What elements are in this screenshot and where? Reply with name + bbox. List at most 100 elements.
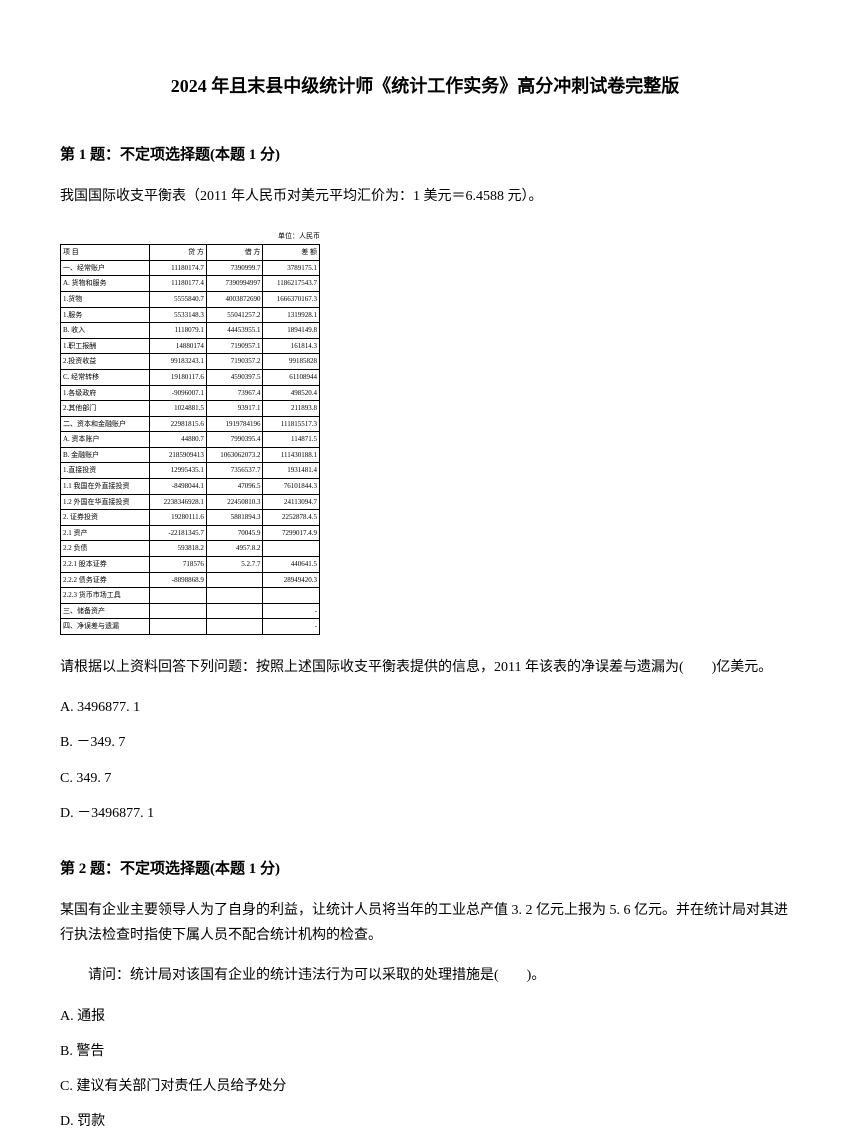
table-cell: 1666370167.3 (263, 291, 320, 307)
q1-option-d: D. －3496877. 1 (60, 801, 790, 826)
table-cell: 718576 (150, 557, 207, 573)
q1-table-container: 单位：人民币 项 目贷 方借 方差 额一、经常账户11180174.773909… (60, 230, 790, 635)
table-cell: 1919784196 (206, 416, 263, 432)
table-cell (263, 588, 320, 604)
table-cell: 5555840.7 (150, 291, 207, 307)
table-cell: 93917.1 (206, 401, 263, 417)
table-cell (206, 603, 263, 619)
table-cell (150, 588, 207, 604)
table-cell: C. 经常转移 (61, 369, 150, 385)
table-cell: 7299017.4.9 (263, 525, 320, 541)
table-cell: -8498044.1 (150, 479, 207, 495)
table-cell: 1.2 外国在华直接投资 (61, 494, 150, 510)
table-cell: 1024881.5 (150, 401, 207, 417)
q2-text1: 某国有企业主要领导人为了自身的利益，让统计人员将当年的工业总产值 3. 2 亿元… (60, 898, 790, 948)
table-cell: 111430188.1 (263, 447, 320, 463)
q2-header: 第 2 题：不定项选择题(本题 1 分) (60, 856, 790, 883)
table-cell: 114871.5 (263, 432, 320, 448)
table-cell (206, 588, 263, 604)
table-cell: 1931481.4 (263, 463, 320, 479)
table-cell: 1.直接投资 (61, 463, 150, 479)
table-cell: 借 方 (206, 245, 263, 261)
table-cell: 111815517.3 (263, 416, 320, 432)
table-cell: 1186217543.7 (263, 276, 320, 292)
table-cell (206, 619, 263, 635)
q1-option-b: B. －349. 7 (60, 730, 790, 755)
table-cell: 2.2 负债 (61, 541, 150, 557)
table-cell: -9096007.1 (150, 385, 207, 401)
q1-option-c: C. 349. 7 (60, 766, 790, 791)
page-title: 2024 年且末县中级统计师《统计工作实务》高分冲刺试卷完整版 (60, 70, 790, 102)
table-cell: 5881894.3 (206, 510, 263, 526)
table-cell: -8898868.9 (150, 572, 207, 588)
table-cell: A. 货物和服务 (61, 276, 150, 292)
q2-option-b: B. 警告 (60, 1039, 790, 1064)
table-cell: 2.投资收益 (61, 354, 150, 370)
table-cell: 7990395.4 (206, 432, 263, 448)
q1-text2: 请根据以上资料回答下列问题：按照上述国际收支平衡表提供的信息，2011 年该表的… (60, 655, 790, 680)
table-cell: 7390999.7 (206, 260, 263, 276)
table-cell: 4003872690 (206, 291, 263, 307)
table-cell: 4590397.5 (206, 369, 263, 385)
table-cell: 12995435.1 (150, 463, 207, 479)
table-cell: 贷 方 (150, 245, 207, 261)
table-cell: 2. 证券投资 (61, 510, 150, 526)
table-cell: 11180177.4 (150, 276, 207, 292)
table-cell: 1319928.1 (263, 307, 320, 323)
table-cell: 5.2.7.7 (206, 557, 263, 573)
table-cell: 1.服务 (61, 307, 150, 323)
q2-option-c: C. 建议有关部门对责任人员给予处分 (60, 1074, 790, 1099)
q2-text2: 请问：统计局对该国有企业的统计违法行为可以采取的处理措施是( )。 (60, 963, 790, 988)
table-cell: 14880174 (150, 338, 207, 354)
table-cell: 55041257.2 (206, 307, 263, 323)
table-cell: 1118079.1 (150, 323, 207, 339)
table-cell: 1.各级政府 (61, 385, 150, 401)
table-cell: 4957.8.2 (206, 541, 263, 557)
balance-table: 项 目贷 方借 方差 额一、经常账户11180174.77390999.7378… (60, 244, 320, 635)
table-cell: 2.2.3 货币市场工具 (61, 588, 150, 604)
q1-header: 第 1 题：不定项选择题(本题 1 分) (60, 142, 790, 169)
table-cell: 2252878.4.5 (263, 510, 320, 526)
table-cell: 99185828 (263, 354, 320, 370)
table-unit: 单位：人民币 (60, 230, 320, 243)
table-cell: 1.1 我国在外直接投资 (61, 479, 150, 495)
table-cell: 47096.5 (206, 479, 263, 495)
table-cell: 22981815.6 (150, 416, 207, 432)
table-cell: 28949420.3 (263, 572, 320, 588)
table-cell: A. 资本账户 (61, 432, 150, 448)
table-cell: 2238346928.1 (150, 494, 207, 510)
table-cell: 211893.8 (263, 401, 320, 417)
table-cell: 61108944 (263, 369, 320, 385)
table-cell: 70045.9 (206, 525, 263, 541)
table-cell: 7390994997 (206, 276, 263, 292)
q1-option-a: A. 3496877. 1 (60, 695, 790, 720)
table-cell (150, 619, 207, 635)
table-cell: 161814.3 (263, 338, 320, 354)
q1-text1: 我国国际收支平衡表（2011 年人民币对美元平均汇价为：1 美元＝6.4588 … (60, 184, 790, 209)
table-cell: 19180117.6 (150, 369, 207, 385)
table-cell: 2.1 资产 (61, 525, 150, 541)
table-cell: 44453955.1 (206, 323, 263, 339)
table-cell: 24113094.7 (263, 494, 320, 510)
table-cell: 2.2.2 债务证券 (61, 572, 150, 588)
table-cell (206, 572, 263, 588)
table-cell: 差 额 (263, 245, 320, 261)
table-cell: 19280111.6 (150, 510, 207, 526)
table-cell: B. 金融账户 (61, 447, 150, 463)
table-cell: 498520.4 (263, 385, 320, 401)
table-cell: 440641.5 (263, 557, 320, 573)
table-cell: 22450810.3 (206, 494, 263, 510)
q2-option-a: A. 通报 (60, 1004, 790, 1029)
table-cell: 1.职工报酬 (61, 338, 150, 354)
table-cell: 二、资本和金融账户 (61, 416, 150, 432)
table-cell: 7190357.2 (206, 354, 263, 370)
table-cell (150, 603, 207, 619)
table-cell: 3789175.1 (263, 260, 320, 276)
table-cell: 三、储备资产 (61, 603, 150, 619)
table-cell: 99183243.1 (150, 354, 207, 370)
table-cell: 7190957.1 (206, 338, 263, 354)
table-cell: 2.2.1 股本证券 (61, 557, 150, 573)
table-cell: 四、净误差与遗漏 (61, 619, 150, 635)
table-cell: 2.其他部门 (61, 401, 150, 417)
table-cell: 76101844.3 (263, 479, 320, 495)
